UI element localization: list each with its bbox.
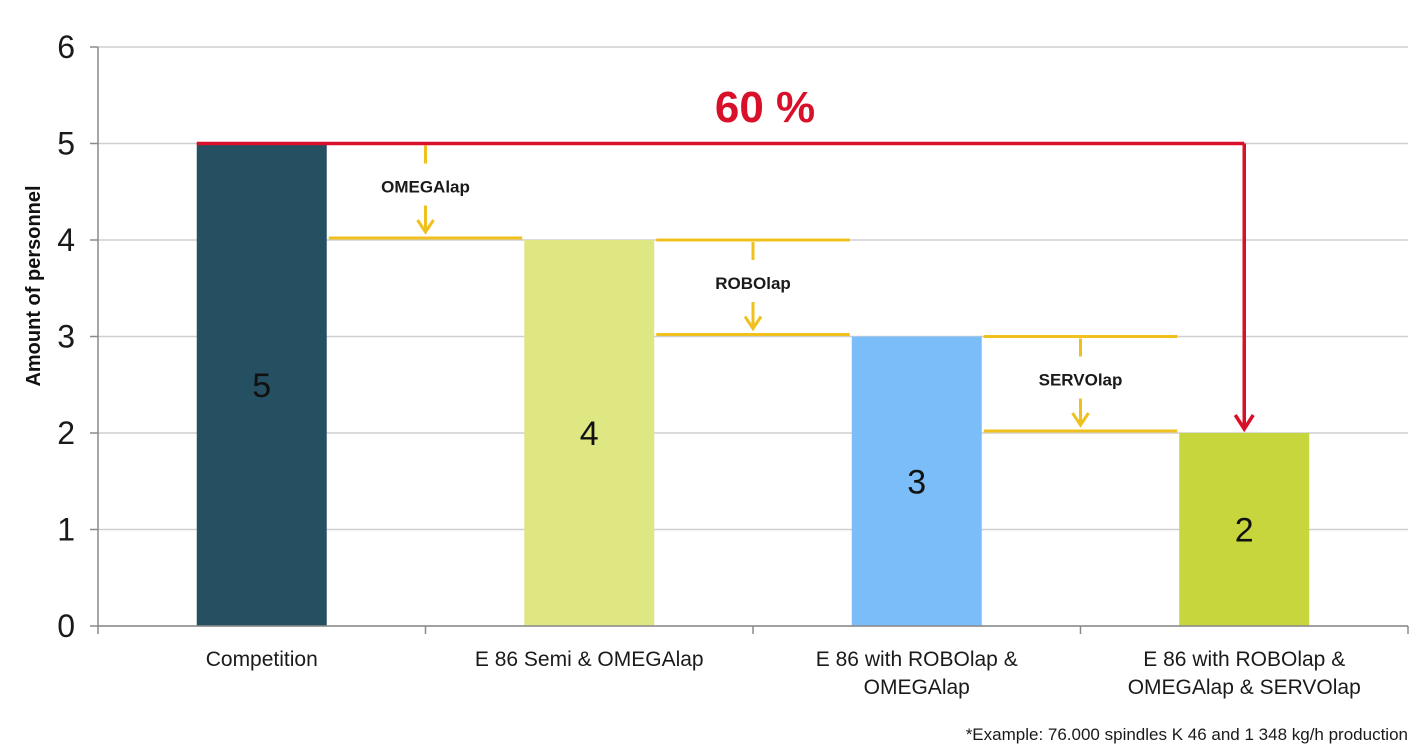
x-category-label: E 86 with ROBOlap & — [816, 648, 1018, 671]
y-tick-label: 3 — [57, 319, 75, 355]
step-label: ROBOlap — [715, 274, 791, 293]
y-tick-label: 6 — [57, 29, 75, 65]
bar-value-label: 5 — [252, 367, 271, 405]
reduction-arrow-head — [1233, 414, 1255, 433]
x-category-label: E 86 Semi & OMEGAlap — [475, 648, 704, 671]
bar — [524, 240, 655, 626]
step-label: SERVOlap — [1039, 371, 1123, 390]
x-category-label: E 86 with ROBOlap & — [1143, 648, 1345, 671]
total-reduction-annotation: 60 % — [196, 83, 1255, 433]
step-label: OMEGAlap — [381, 178, 470, 197]
x-axis: Competition E 86 Semi & OMEGAlap E 86 with… — [97, 625, 1409, 699]
footnote: *Example: 76.000 spindles K 46 and 1 348… — [966, 725, 1408, 744]
x-category-label: Competition — [206, 648, 318, 671]
y-tick-label: 4 — [57, 222, 75, 258]
step-arrow-head — [1071, 412, 1090, 428]
y-tick-label: 5 — [57, 126, 75, 162]
bars: 5 4 3 2 — [196, 143, 1310, 626]
step-annotations: OMEGAlap ROBOlap SERVOlap — [328, 145, 1178, 433]
bar — [1179, 433, 1310, 626]
y-tick-label: 2 — [57, 415, 75, 451]
bar — [196, 143, 327, 626]
y-tick-label: 0 — [57, 608, 75, 644]
bar-value-label: 4 — [580, 415, 599, 453]
step-arrow-head — [743, 315, 763, 332]
y-tick-label: 1 — [57, 512, 75, 548]
x-category-label: OMEGAlap & SERVOlap — [1128, 676, 1361, 699]
y-axis-ticks: 0 1 2 3 4 5 6 — [57, 29, 75, 644]
x-category-label: OMEGAlap — [864, 676, 970, 699]
reduction-percent-label: 60 % — [715, 83, 815, 132]
step-arrow-head — [416, 219, 435, 235]
bar-value-label: 2 — [1235, 512, 1254, 550]
y-axis-label: Amount of personnel — [23, 185, 45, 386]
bar — [851, 336, 982, 626]
bar-value-label: 3 — [907, 463, 926, 501]
